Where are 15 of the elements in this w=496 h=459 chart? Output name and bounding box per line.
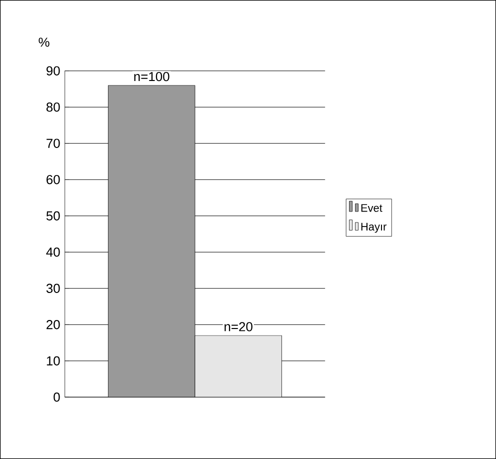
y-tick-label: 80 — [46, 102, 60, 112]
y-tick-label: 70 — [46, 138, 60, 148]
y-tick-label: 0 — [54, 392, 60, 402]
y-tick-label: 60 — [46, 175, 60, 184]
y-tick-label: 10 — [46, 356, 60, 366]
y-axis-title: % — [38, 38, 50, 47]
legend-label: Hayır — [361, 222, 386, 233]
y-tick-label: 40 — [46, 248, 60, 257]
annotation: n=100 — [134, 72, 170, 82]
y-tick-label: 90 — [46, 66, 60, 76]
y-tick-label: 50 — [46, 211, 60, 220]
annotation: n=20 — [224, 322, 252, 332]
y-tick-label: 20 — [46, 320, 60, 330]
legend-label: Evet — [361, 204, 382, 212]
y-tick-label: 30 — [46, 284, 60, 293]
